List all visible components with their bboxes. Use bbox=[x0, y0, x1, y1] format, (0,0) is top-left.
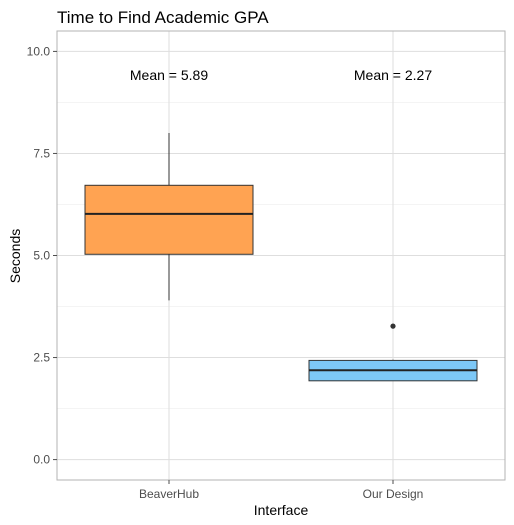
y-tick-label: 7.5 bbox=[33, 146, 50, 160]
mean-annotation: Mean = 2.27 bbox=[354, 67, 432, 83]
x-tick-label: Our Design bbox=[363, 487, 424, 501]
x-axis-title: Interface bbox=[254, 502, 309, 518]
y-axis-title: Seconds bbox=[7, 229, 23, 283]
y-tick-label: 0.0 bbox=[33, 453, 50, 467]
box-beaverhub bbox=[84, 184, 254, 255]
outlier-point bbox=[390, 323, 396, 329]
mean-annotation: Mean = 5.89 bbox=[130, 67, 208, 83]
y-tick-label: 10.0 bbox=[27, 44, 51, 58]
x-tick-label: BeaverHub bbox=[139, 487, 199, 501]
y-tick-label: 5.0 bbox=[33, 249, 50, 263]
chart-title: Time to Find Academic GPA bbox=[57, 8, 269, 27]
plot-area: 0.0 2.5 5.0 7.5 10.0 BeaverHub Mean = 5.89 Our … bbox=[27, 30, 506, 501]
y-tick-label: 2.5 bbox=[33, 351, 50, 365]
